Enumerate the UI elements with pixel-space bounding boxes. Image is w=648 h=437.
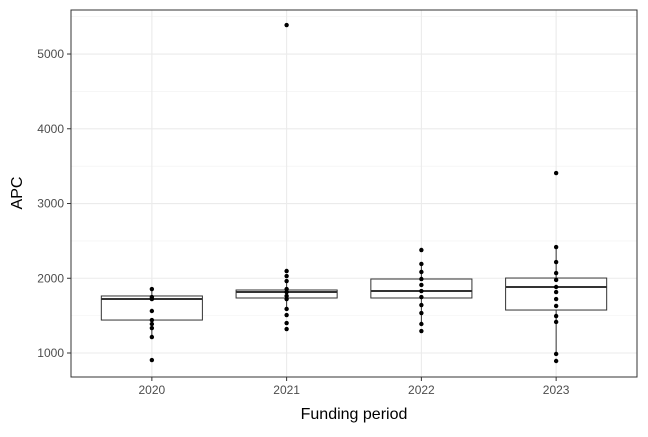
point <box>419 302 424 308</box>
point <box>149 308 155 314</box>
point <box>419 269 424 275</box>
point <box>284 306 289 312</box>
point <box>553 244 559 250</box>
x-tick-label: 2020 <box>139 383 166 397</box>
point <box>553 296 559 302</box>
point <box>149 325 155 331</box>
point <box>553 277 559 283</box>
point <box>419 282 424 288</box>
point <box>553 303 559 309</box>
y-tick-label: 4000 <box>37 122 64 136</box>
point <box>284 22 289 28</box>
point <box>149 321 155 327</box>
point <box>419 288 424 294</box>
point <box>284 273 289 279</box>
point <box>419 247 424 253</box>
x-tick-label: 2023 <box>543 383 570 397</box>
x-tick-label: 2021 <box>273 383 300 397</box>
point <box>149 357 155 363</box>
point <box>149 286 155 292</box>
x-tick-label: 2022 <box>408 383 435 397</box>
point <box>419 294 424 300</box>
y-tick-label: 2000 <box>37 271 64 285</box>
x-axis-label: Funding period <box>301 406 408 423</box>
point <box>149 317 155 323</box>
point <box>149 334 155 340</box>
y-axis-label: APC <box>9 177 26 210</box>
y-tick-label: 1000 <box>37 346 64 360</box>
point <box>284 268 289 274</box>
point <box>553 259 559 265</box>
point <box>553 170 559 176</box>
point <box>419 310 424 316</box>
point <box>553 319 559 325</box>
point <box>419 321 424 327</box>
point <box>419 261 424 267</box>
point <box>284 289 289 295</box>
point <box>553 289 559 295</box>
point <box>553 270 559 276</box>
point <box>284 293 289 299</box>
panel-border <box>70 9 638 378</box>
point <box>553 358 559 364</box>
point <box>553 284 559 290</box>
point <box>553 351 559 357</box>
point <box>284 296 289 302</box>
point <box>284 320 289 326</box>
point <box>419 328 424 334</box>
point <box>553 313 559 319</box>
point <box>284 326 289 332</box>
y-tick-label: 3000 <box>37 197 64 211</box>
point <box>419 276 424 282</box>
point <box>149 296 155 302</box>
point <box>284 278 289 284</box>
point <box>284 312 289 318</box>
y-tick-label: 5000 <box>37 47 64 61</box>
